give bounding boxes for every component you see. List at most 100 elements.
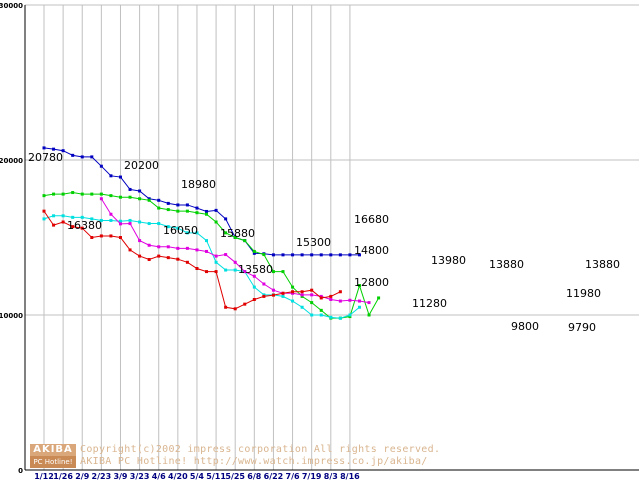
series-point [118, 219, 122, 223]
series-point [205, 239, 209, 243]
series-point [166, 208, 170, 212]
series-point [42, 194, 46, 198]
x-tick-label: 2/9 [75, 472, 89, 480]
data-label: 14800 [354, 244, 389, 257]
series-point [319, 294, 323, 298]
series-point [80, 226, 84, 230]
series-point [157, 222, 161, 226]
series-point [214, 260, 218, 264]
series-point [367, 313, 371, 317]
series-point [243, 239, 247, 243]
series-point [291, 299, 295, 303]
y-tick-label: 10000 [0, 312, 23, 320]
x-tick-label: 4/20 [168, 472, 188, 480]
series-point [61, 220, 65, 224]
series-point [281, 270, 285, 274]
series-point [262, 294, 266, 298]
series-point [109, 218, 113, 222]
data-label: 9790 [568, 321, 596, 334]
logo-top-text: AKIBA [30, 444, 76, 456]
series-point [195, 267, 199, 270]
series-point [71, 215, 75, 219]
series-point [224, 268, 228, 272]
series-point [90, 155, 94, 159]
series-point [157, 245, 161, 249]
series-point [329, 253, 333, 257]
series-point [243, 302, 247, 306]
series-point [367, 301, 371, 305]
series-point [157, 206, 161, 210]
data-label: 20200 [124, 159, 159, 172]
series-point [128, 248, 132, 252]
series-point [214, 208, 218, 212]
series-point [205, 249, 209, 253]
data-label: 9800 [511, 320, 539, 333]
series-point [99, 218, 103, 222]
data-label: 11980 [566, 287, 601, 300]
series-point [348, 298, 352, 302]
data-label: 12800 [354, 276, 389, 289]
series-point [291, 290, 295, 294]
series-point [118, 195, 122, 199]
series-point [338, 290, 342, 294]
series-point [128, 218, 132, 222]
series-point [310, 288, 314, 292]
series-point [138, 189, 142, 193]
series-point [262, 253, 266, 257]
series-point [233, 268, 237, 272]
series-point [176, 257, 180, 261]
series-point [80, 215, 84, 219]
series-point [195, 248, 199, 252]
data-label: 13580 [238, 263, 273, 276]
series-point [157, 198, 161, 202]
x-tick-label: 7/19 [302, 472, 322, 480]
data-label: 15880 [220, 227, 255, 240]
series-point [377, 296, 381, 300]
series-point [99, 192, 103, 196]
x-tick-label: 3/23 [130, 472, 150, 480]
series-point [195, 206, 199, 210]
series-point [42, 209, 46, 213]
series-point [224, 305, 228, 309]
series-point [348, 315, 352, 319]
series-line [43, 192, 380, 319]
data-label: 16680 [354, 213, 389, 226]
series-point [52, 192, 56, 196]
series-point [310, 253, 314, 257]
series-point [281, 291, 285, 295]
data-label: 16050 [163, 224, 198, 237]
series-point [252, 274, 256, 278]
series-point [138, 197, 142, 201]
series-point [338, 316, 342, 320]
series-point [338, 253, 342, 257]
series-point [147, 243, 151, 247]
x-tick-label: 8/16 [340, 472, 360, 480]
data-label: 18980 [181, 178, 216, 191]
series-point [138, 220, 142, 224]
series-point [262, 282, 266, 286]
series-point [147, 222, 151, 226]
series-point [319, 253, 323, 257]
series-point [99, 234, 103, 238]
series-point [252, 249, 256, 253]
series-point [357, 284, 361, 288]
series-point [109, 194, 113, 198]
series-point [252, 251, 256, 255]
chart-data-labels: 20780 20200 18980 16680 13980 13880 13880 16380… [28, 151, 620, 334]
series-point [99, 164, 103, 168]
series-point [233, 307, 237, 311]
series-point [128, 195, 132, 199]
series-point [281, 294, 285, 298]
x-tick-label: 5/11 [206, 472, 226, 480]
series-point [329, 298, 333, 301]
x-tick-label: 6/8 [247, 472, 261, 480]
x-tick-label: 3/9 [113, 472, 127, 480]
series-point [205, 270, 209, 274]
series-point [118, 222, 122, 226]
series-point [128, 187, 132, 191]
series-point [271, 270, 275, 274]
series-point [205, 212, 209, 216]
series-point [80, 192, 84, 196]
series-point [319, 313, 323, 317]
